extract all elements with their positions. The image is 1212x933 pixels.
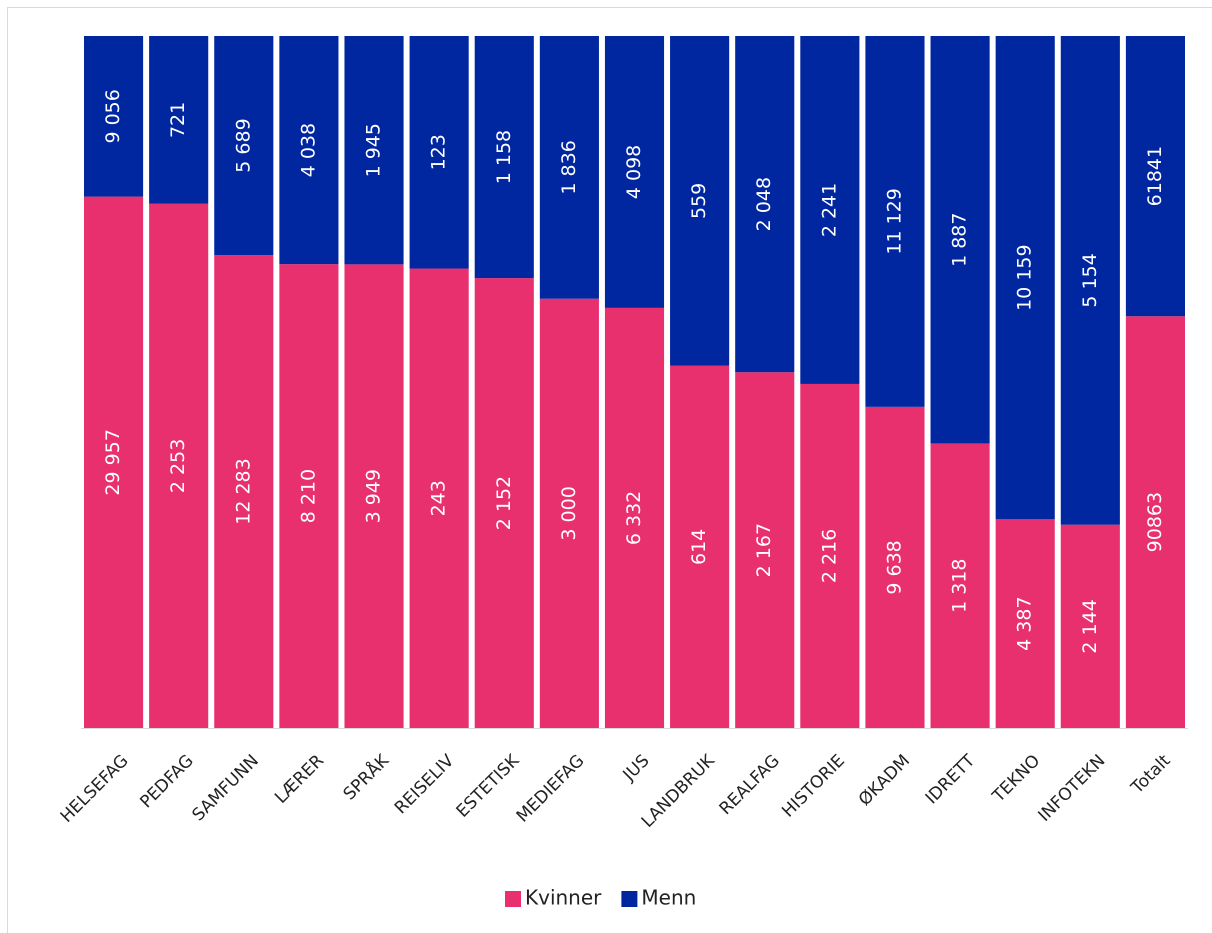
data-label: 29 957 [102, 429, 124, 495]
bar-segment [865, 36, 925, 407]
bar-segment [279, 264, 339, 728]
legend-swatch [505, 891, 521, 907]
x-tick-label: REALFAG [716, 751, 784, 819]
data-label: 4 387 [1014, 596, 1036, 650]
bar-segment [474, 36, 534, 279]
x-tick-label: SPRÅK [338, 749, 393, 804]
bar-segment [474, 278, 534, 728]
data-label: 8 210 [297, 469, 319, 523]
bar-segment [930, 443, 990, 728]
bar-segment [800, 383, 860, 728]
data-label: 9 638 [883, 540, 905, 594]
bar-segment [539, 36, 599, 299]
bar-segment [800, 36, 860, 384]
bar-segment [930, 36, 990, 444]
data-label: 9 056 [102, 89, 124, 143]
data-label: 559 [688, 183, 710, 219]
bar-segment [409, 268, 469, 728]
data-label: 61841 [1144, 146, 1166, 206]
data-label: 2 241 [818, 183, 840, 237]
data-label: 2 152 [493, 476, 515, 530]
data-label: 2 253 [167, 439, 189, 493]
data-label: 1 318 [949, 559, 971, 613]
bar-segment [670, 36, 730, 366]
bar-segment [1060, 36, 1120, 525]
legend-swatch [621, 891, 638, 907]
data-label: 1 836 [558, 140, 580, 194]
bar-segment [995, 519, 1055, 728]
data-label: 12 283 [232, 458, 254, 524]
bar-segment [1125, 316, 1185, 728]
bar-segment [604, 36, 665, 308]
x-tick-label: INFOTEKN [1035, 751, 1110, 826]
data-label: 6 332 [623, 491, 645, 545]
bar-segment [279, 36, 339, 265]
data-label: 4 098 [623, 145, 645, 199]
bar-segment [735, 372, 795, 728]
bar-segment [735, 36, 795, 373]
bar-segment [1125, 36, 1185, 317]
x-tick-label: MEDIEFAG [513, 751, 589, 827]
data-label: 5 154 [1079, 253, 1101, 307]
data-label: 3 000 [558, 486, 580, 540]
bar-segment [409, 36, 469, 269]
bar-segment [344, 264, 404, 728]
x-tick-label: ØKADM [855, 751, 914, 810]
x-tick-label: SAMFUNN [189, 751, 263, 825]
legend-label: Kvinner [525, 886, 602, 910]
data-label: 721 [167, 102, 189, 138]
bar-segment [539, 298, 599, 728]
data-label: 2 144 [1079, 599, 1101, 653]
data-label: 1 158 [493, 130, 515, 184]
bar-segment [214, 255, 274, 728]
bar-segment [604, 307, 665, 728]
x-tick-label: REISELIV [391, 751, 459, 819]
data-label: 243 [428, 480, 450, 516]
x-tick-label: LÆRER [271, 751, 328, 808]
data-label: 614 [688, 529, 710, 565]
bar-segment [995, 36, 1055, 520]
data-label: 123 [428, 134, 450, 170]
bar-segment [149, 203, 209, 728]
bar-segment [1060, 524, 1120, 728]
bar-segment [214, 36, 274, 256]
x-tick-label: HELSEFAG [57, 751, 133, 827]
legend-label: Menn [641, 886, 696, 910]
bar-segment [865, 406, 925, 728]
data-label: 10 159 [1014, 244, 1036, 310]
data-label: 2 167 [753, 523, 775, 577]
data-label: 2 216 [818, 529, 840, 583]
data-label: 4 038 [297, 123, 319, 177]
x-tick-label: Totalt [1127, 751, 1175, 799]
data-label: 3 949 [363, 469, 385, 523]
bar-segment [149, 36, 209, 204]
bar-segment [344, 36, 404, 265]
chart-frame [7, 7, 1212, 933]
data-label: 1 945 [363, 123, 385, 177]
x-tick-label: HISTORIE [778, 751, 849, 822]
data-label: 11 129 [883, 188, 905, 254]
bar-segment [84, 196, 144, 729]
x-tick-label: IDRETT [922, 751, 980, 809]
data-label: 1 887 [949, 213, 971, 267]
x-tick-label: PEDFAG [136, 751, 197, 812]
x-tick-label: JUS [619, 751, 654, 786]
bar-segment [84, 36, 144, 197]
data-label: 2 048 [753, 177, 775, 231]
x-tick-label: TEKNO [988, 751, 1044, 807]
data-label: 5 689 [232, 118, 254, 172]
data-label: 90863 [1144, 492, 1166, 552]
bar-segment [670, 365, 730, 728]
